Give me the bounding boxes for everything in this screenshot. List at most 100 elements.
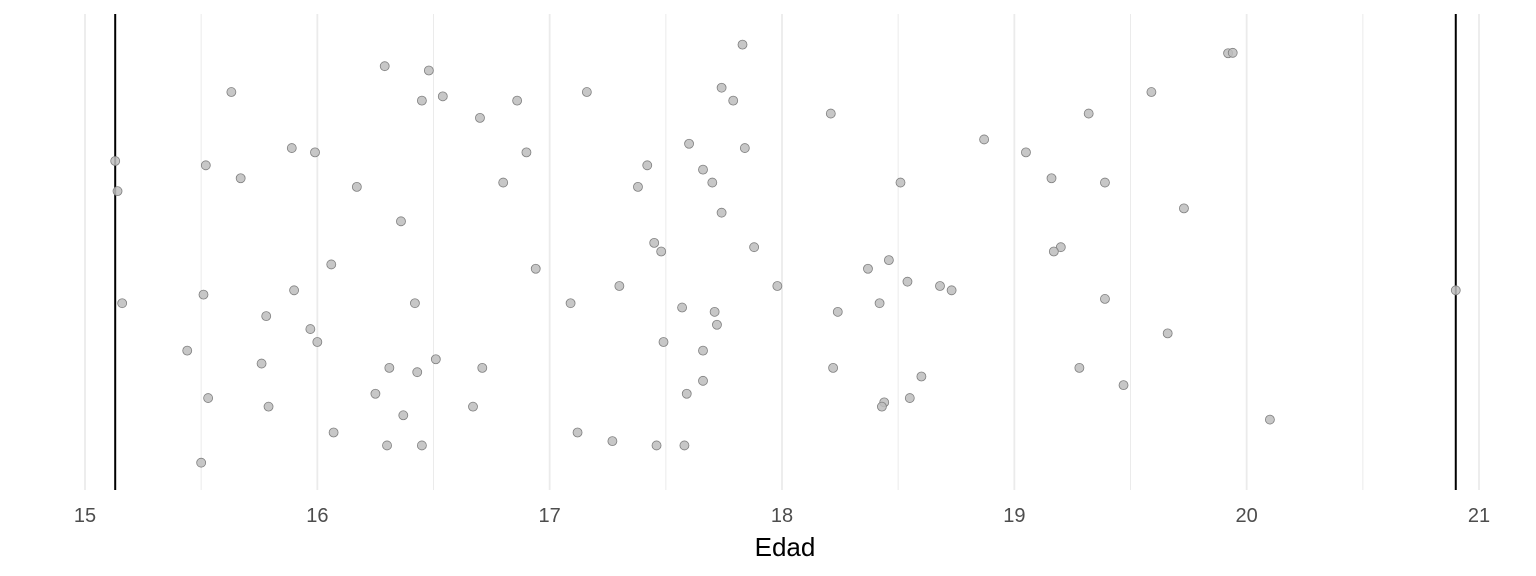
data-point: [437, 91, 448, 102]
data-point: [658, 337, 669, 347]
x-tick-label: 18: [771, 505, 793, 527]
data-point: [498, 177, 509, 188]
data-point: [475, 112, 485, 123]
data-point: [1146, 87, 1157, 97]
x-tick-label: 19: [1003, 505, 1025, 527]
data-point: [874, 298, 885, 309]
data-point: [423, 65, 434, 76]
data-point: [651, 440, 662, 451]
data-point: [1100, 177, 1110, 188]
data-point: [1046, 173, 1057, 184]
data-point: [607, 436, 618, 447]
data-point: [412, 367, 423, 378]
data-point: [772, 281, 783, 291]
data-point: [572, 427, 583, 438]
x-axis-title: Edad: [755, 532, 816, 562]
data-point: [196, 457, 207, 468]
data-point: [716, 82, 727, 93]
data-point: [707, 177, 718, 188]
data-point: [902, 276, 913, 287]
data-point: [749, 242, 760, 253]
data-point: [351, 181, 362, 192]
data-point: [656, 246, 667, 257]
data-point: [182, 345, 193, 356]
data-point: [677, 302, 687, 313]
data-point: [310, 147, 320, 158]
data-point: [1074, 362, 1085, 373]
data-point: [832, 306, 843, 317]
data-point: [684, 138, 694, 149]
data-point: [379, 61, 390, 72]
gridlines: [84, 14, 1480, 490]
data-point: [581, 87, 592, 97]
data-point: [256, 358, 267, 369]
data-point: [946, 285, 957, 296]
data-point: [1179, 203, 1189, 214]
data-point: [286, 143, 297, 153]
data-point: [1450, 285, 1461, 296]
data-point: [716, 207, 727, 218]
data-point: [117, 298, 128, 309]
data-point: [709, 306, 720, 317]
x-axis-ticks: 15 16 17 18 19 20 21: [74, 505, 1490, 527]
data-point: [825, 108, 836, 119]
data-point: [289, 285, 300, 296]
data-point: [904, 393, 915, 403]
data-point: [895, 177, 906, 188]
data-point: [979, 134, 990, 145]
data-point: [521, 147, 532, 158]
data-point: [1100, 294, 1110, 304]
data-point: [1227, 47, 1238, 58]
data-point: [110, 156, 121, 166]
x-tick-label: 17: [539, 505, 561, 527]
data-point: [679, 440, 690, 451]
data-point: [263, 401, 274, 412]
data-point: [396, 216, 406, 227]
data-point: [698, 164, 708, 175]
data-point: [1055, 242, 1066, 253]
data-point: [326, 259, 337, 270]
data-point: [312, 337, 323, 347]
data-point: [430, 354, 441, 365]
x-tick-label: 15: [74, 505, 96, 527]
data-point: [1048, 246, 1059, 257]
data-point: [410, 298, 420, 309]
data-point: [203, 393, 214, 403]
data-point: [530, 263, 541, 274]
data-point: [261, 311, 272, 322]
data-point: [1118, 380, 1129, 391]
data-point: [112, 186, 123, 197]
data-point: [1083, 108, 1094, 119]
data-point: [728, 95, 739, 106]
data-point: [828, 362, 839, 373]
data-point: [235, 173, 246, 184]
data-point: [737, 39, 748, 50]
data-point: [416, 440, 427, 451]
data-point: [649, 237, 660, 248]
data-point: [382, 440, 392, 451]
data-point: [739, 143, 750, 153]
x-tick-label: 20: [1236, 505, 1258, 527]
data-point: [614, 281, 625, 291]
data-point: [565, 298, 576, 309]
data-point: [226, 87, 237, 97]
data-point: [698, 345, 708, 356]
data-point: [200, 160, 211, 171]
data-point: [305, 324, 316, 334]
data-point: [916, 371, 927, 382]
data-point: [398, 410, 409, 421]
data-point: [1162, 328, 1173, 339]
data-point: [935, 281, 945, 291]
data-point: [1265, 414, 1275, 425]
data-point: [681, 388, 692, 399]
data-point: [328, 427, 339, 438]
data-point: [712, 319, 722, 330]
data-point: [416, 95, 427, 106]
data-point: [512, 95, 523, 106]
data-point: [633, 181, 643, 192]
data-point: [477, 362, 488, 373]
data-point: [1021, 147, 1031, 158]
x-tick-label: 21: [1468, 505, 1490, 527]
data-point: [370, 388, 381, 399]
